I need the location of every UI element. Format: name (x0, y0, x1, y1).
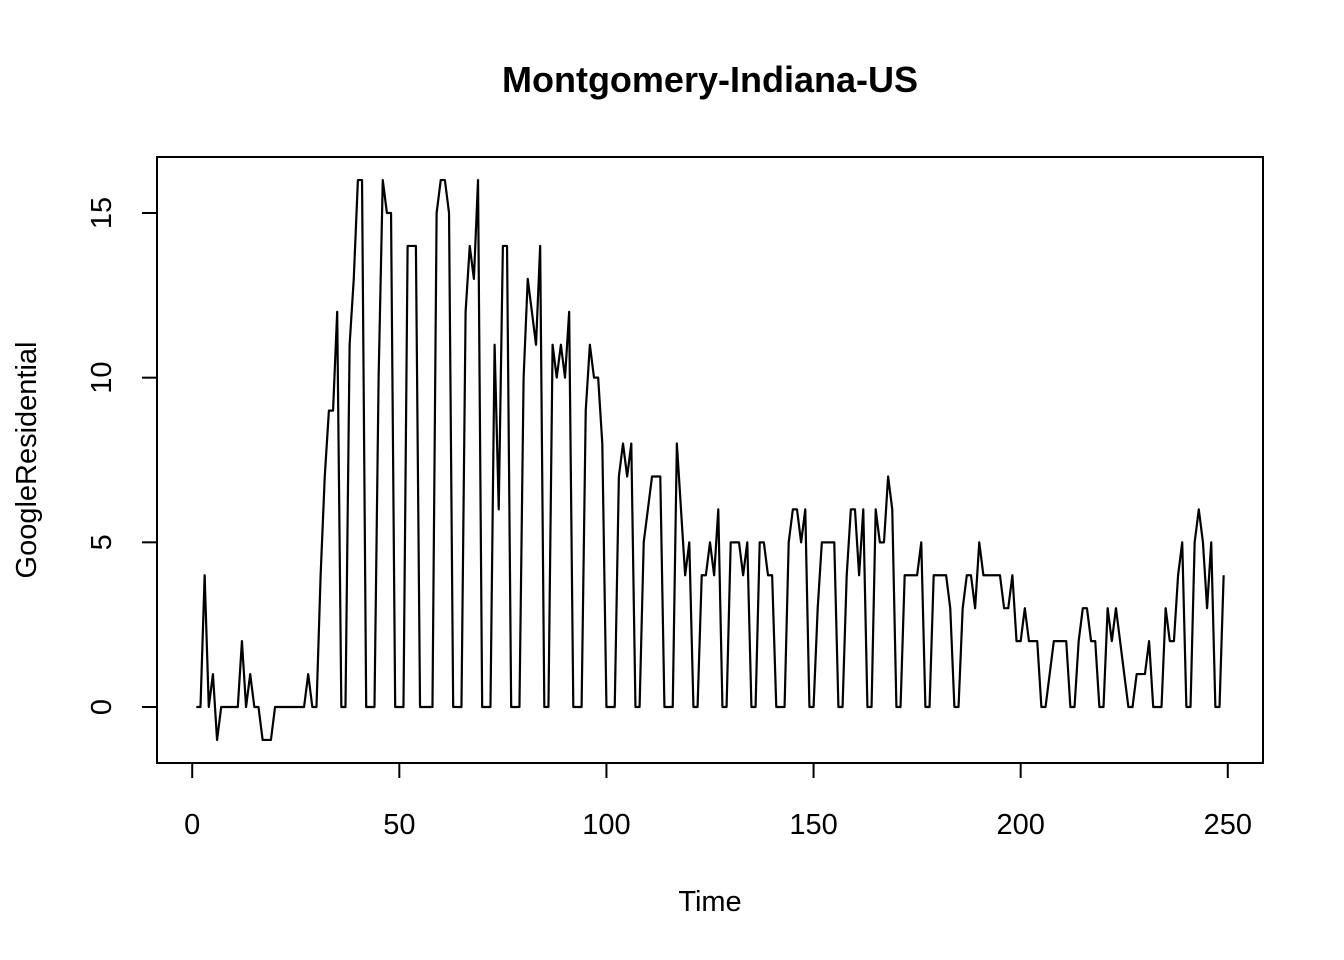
chart-title: Montgomery-Indiana-US (502, 59, 918, 100)
y-tick-label: 10 (86, 362, 118, 394)
x-tick-label: 0 (184, 809, 200, 841)
x-tick-label: 150 (789, 809, 837, 841)
x-tick-label: 200 (996, 809, 1044, 841)
y-axis: 0 5 10 15 (86, 197, 158, 715)
y-axis-label: GoogleResidential (11, 342, 43, 579)
x-tick-label: 100 (582, 809, 630, 841)
y-tick-label: 5 (86, 534, 118, 550)
x-axis-label: Time (678, 886, 741, 918)
y-tick-label: 15 (86, 197, 118, 229)
x-tick-label: 250 (1204, 809, 1252, 841)
series-line (196, 178, 1225, 742)
y-tick-label: 0 (86, 699, 118, 715)
x-axis: 0 50 100 150 200 250 (184, 762, 1252, 841)
x-tick-label: 50 (383, 809, 415, 841)
